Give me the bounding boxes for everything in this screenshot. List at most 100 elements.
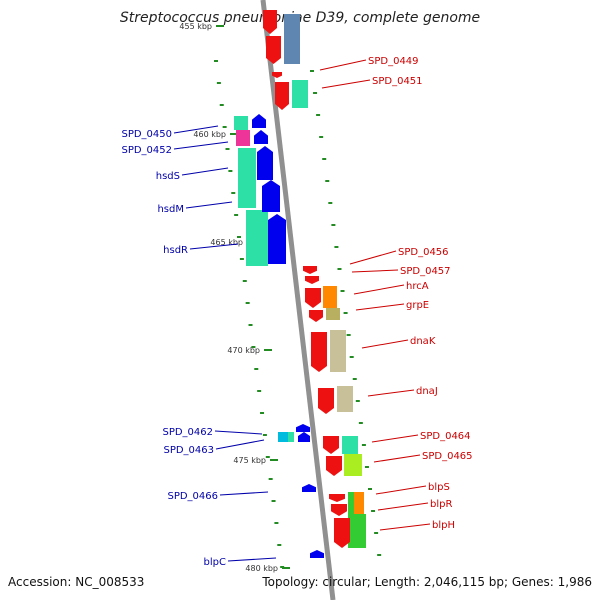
guide-dot	[319, 136, 324, 138]
gene-label-SPD_0449[interactable]: SPD_0449	[368, 56, 419, 67]
cds-arrow[interactable]	[263, 10, 277, 34]
gene-block[interactable]	[292, 80, 308, 108]
gene-block[interactable]	[348, 492, 356, 548]
gene-label-SPD_0464[interactable]: SPD_0464	[420, 431, 471, 442]
cds-arrow[interactable]	[323, 436, 339, 454]
gene-block[interactable]	[356, 514, 366, 548]
gene-block[interactable]	[234, 116, 248, 130]
gene-label-grpE[interactable]: grpE	[406, 300, 429, 311]
guide-dot	[260, 412, 265, 414]
gene-block[interactable]	[278, 432, 288, 442]
cds-arrow[interactable]	[331, 504, 347, 516]
gene-block[interactable]	[344, 454, 362, 476]
guide-dot	[371, 510, 376, 512]
guide-dot	[346, 334, 351, 336]
gene-label-SPD_0462[interactable]: SPD_0462	[162, 427, 213, 438]
guide-dot	[257, 390, 262, 392]
guide-dot	[214, 60, 218, 62]
gene-block[interactable]	[246, 210, 268, 266]
label-leader-line	[219, 491, 269, 496]
guide-dot	[242, 280, 247, 282]
cds-arrow[interactable]	[296, 424, 310, 432]
tick-label: 470 kbp	[227, 346, 260, 355]
dotted-guides	[214, 60, 382, 568]
gene-label-dnaK[interactable]: dnaK	[410, 336, 436, 347]
gene-label-blpH[interactable]: blpH	[432, 520, 455, 531]
cds-arrow[interactable]	[266, 36, 281, 64]
gene-label-hsdM[interactable]: hsdM	[157, 204, 184, 215]
guide-dot	[254, 368, 259, 370]
gene-label-SPD_0456[interactable]: SPD_0456	[398, 247, 449, 258]
tick-label: 480 kbp	[245, 564, 278, 573]
tick-label: 455 kbp	[179, 22, 212, 31]
label-leader-line	[375, 485, 427, 495]
guide-dot	[251, 346, 256, 348]
gene-block[interactable]	[330, 330, 346, 372]
gene-label-hsdR[interactable]: hsdR	[163, 245, 188, 256]
gene-label-SPD_0451[interactable]: SPD_0451	[372, 76, 423, 87]
gene-block[interactable]	[326, 308, 340, 320]
cds-arrow[interactable]	[326, 456, 342, 476]
gene-label-SPD_0452[interactable]: SPD_0452	[121, 145, 172, 156]
cds-arrow[interactable]	[334, 518, 350, 548]
tick-label: 460 kbp	[193, 130, 226, 139]
cds-arrow[interactable]	[311, 332, 327, 372]
gene-label-SPD_0450[interactable]: SPD_0450	[121, 129, 172, 140]
cds-arrow[interactable]	[268, 214, 286, 264]
gene-label-blpR[interactable]: blpR	[430, 499, 452, 510]
gene-block[interactable]	[342, 436, 358, 454]
gene-block[interactable]	[337, 386, 353, 412]
guide-dot	[331, 224, 336, 226]
gene-label-SPD_0465[interactable]: SPD_0465	[422, 451, 473, 462]
cds-arrow[interactable]	[298, 432, 310, 442]
label-leader-line	[367, 389, 415, 397]
guide-dot	[337, 268, 342, 270]
guide-dot	[216, 82, 221, 84]
cds-arrow[interactable]	[275, 82, 289, 110]
tick-mark	[216, 25, 224, 27]
gene-block[interactable]	[284, 14, 300, 34]
gene-block[interactable]	[236, 130, 250, 146]
gene-label-SPD_0463[interactable]: SPD_0463	[163, 445, 214, 456]
cds-arrow[interactable]	[302, 484, 316, 492]
cds-arrow[interactable]	[257, 146, 273, 180]
gene-label-blpS[interactable]: blpS	[428, 482, 450, 493]
label-leader-line	[181, 167, 229, 176]
label-leader-line	[189, 243, 239, 250]
gene-block[interactable]	[238, 148, 256, 208]
guide-dot	[358, 422, 363, 424]
label-leader-line	[227, 557, 277, 562]
guide-dot	[374, 532, 379, 534]
guide-dot	[352, 378, 357, 380]
gene-label-SPD_0466[interactable]: SPD_0466	[167, 491, 218, 502]
gene-block[interactable]	[323, 286, 337, 308]
cds-arrow[interactable]	[252, 114, 266, 128]
guide-dot	[316, 114, 321, 116]
gene-block[interactable]	[288, 432, 294, 442]
label-leader-line	[173, 125, 219, 134]
cds-arrow[interactable]	[305, 288, 321, 308]
cds-arrow[interactable]	[329, 494, 345, 502]
gene-block[interactable]	[284, 34, 300, 64]
cds-arrow[interactable]	[254, 130, 268, 144]
cds-arrow[interactable]	[272, 72, 282, 78]
cds-arrow[interactable]	[305, 276, 319, 284]
gene-block[interactable]	[354, 492, 364, 514]
label-leader-line	[379, 523, 431, 531]
gene-label-hrcA[interactable]: hrcA	[406, 281, 429, 292]
position-ticks: 455 kbp 460 kbp 465 kbp 470 kbp 475 kbp 480 k…	[179, 22, 290, 573]
label-leader-line	[355, 303, 405, 311]
gene-label-blpC[interactable]: blpC	[204, 557, 226, 568]
cds-arrow[interactable]	[309, 310, 323, 322]
cds-arrow[interactable]	[318, 388, 334, 414]
gene-label-dnaJ[interactable]: dnaJ	[416, 386, 438, 397]
guide-dot	[277, 544, 282, 546]
guide-dot	[248, 324, 253, 326]
gene-label-SPD_0457[interactable]: SPD_0457	[400, 266, 451, 277]
gene-label-hsdS[interactable]: hsdS	[156, 171, 180, 182]
cds-arrow[interactable]	[262, 180, 280, 212]
guide-dot	[234, 214, 239, 216]
cds-arrow[interactable]	[310, 550, 324, 558]
cds-arrow[interactable]	[303, 266, 317, 274]
